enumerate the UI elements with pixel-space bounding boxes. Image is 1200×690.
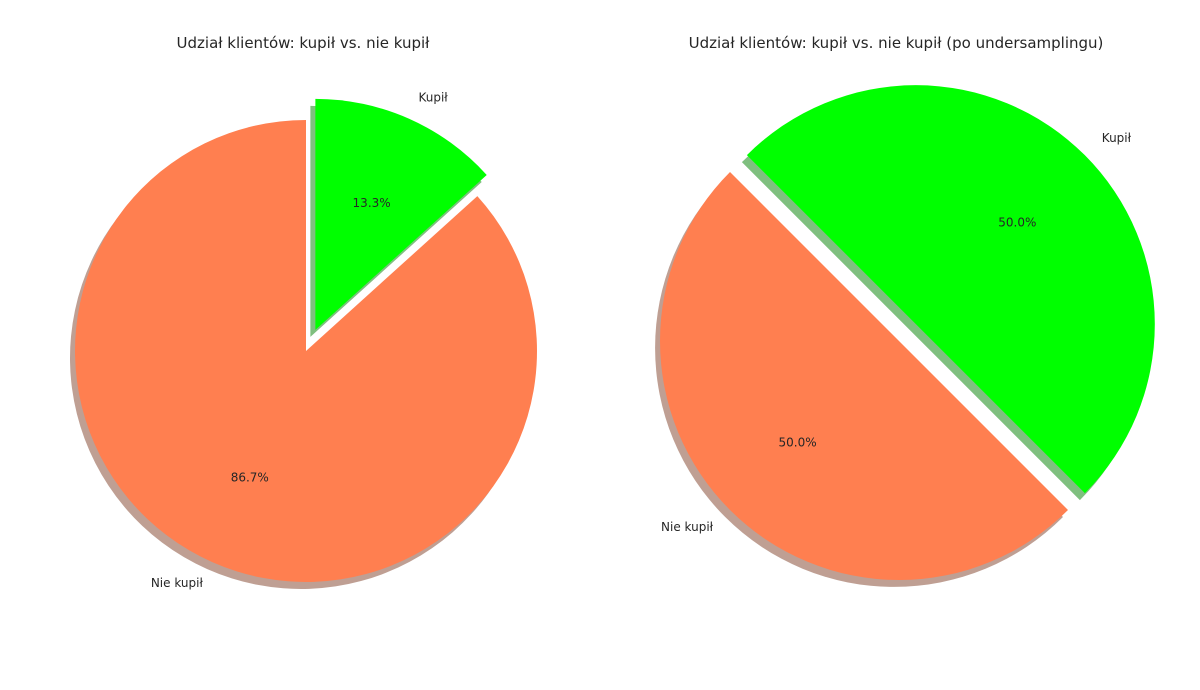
pie-percent-label-kupil: 13.3% [353, 196, 391, 210]
pie-category-label-nie-kupil: Nie kupił [151, 576, 204, 590]
pie-slice-kupil [315, 98, 487, 330]
pie-percent-label-nie-kupil: 50.0% [779, 435, 817, 449]
pie-category-label-nie-kupil: Nie kupił [661, 520, 714, 534]
pie-category-label-kupil: Kupił [418, 91, 448, 105]
pie-labels: 50.0% Nie kupił 50.0% Kupił [661, 131, 1132, 534]
chart-title: Udział klientów: kupił vs. nie kupił [177, 34, 431, 52]
chart-title: Udział klientów: kupił vs. nie kupił (po… [689, 34, 1104, 52]
pie-percent-label-nie-kupil: 86.7% [231, 471, 269, 485]
pie-category-label-kupil: Kupił [1102, 131, 1132, 145]
pie-percent-label-kupil: 50.0% [998, 216, 1036, 230]
pie-chart-original: Udział klientów: kupił vs. nie kupił 86.… [70, 34, 538, 591]
pie-chart-undersampled: Udział klientów: kupił vs. nie kupił (po… [655, 34, 1155, 587]
pie-wedges [660, 85, 1155, 581]
pie-wedges [74, 98, 538, 582]
pie-slice-kupil [746, 85, 1155, 494]
pie-slice-nie-kupil [660, 172, 1068, 581]
pie-labels: 86.7% Nie kupił 13.3% Kupił [151, 91, 448, 591]
pie-slice-nie-kupil [74, 120, 538, 582]
